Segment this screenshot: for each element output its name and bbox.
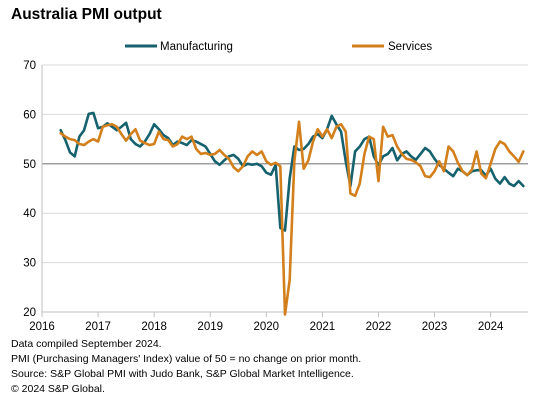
- x-tick-label-2017: 2017: [85, 321, 111, 333]
- x-tick-label-2021: 2021: [310, 321, 336, 333]
- y-tick-label-60: 60: [23, 109, 36, 121]
- x-tick-label-2016: 2016: [29, 321, 55, 333]
- y-tick-label-30: 30: [23, 258, 36, 270]
- legend-label-services: Services: [388, 41, 432, 53]
- footnote-copyright: © 2024 S&P Global.: [11, 383, 105, 395]
- footnote-data-compiled: Data compiled September 2024.: [11, 338, 162, 350]
- footnote-source: Source: S&P Global PMI with Judo Bank, S…: [11, 368, 354, 380]
- legend: Manufacturing Services: [125, 41, 432, 53]
- x-tick-label-2022: 2022: [366, 321, 392, 333]
- chart-title: Australia PMI output: [11, 6, 162, 23]
- y-tick-label-40: 40: [23, 208, 36, 220]
- series-line-manufacturing: [59, 111, 525, 232]
- footnote-pmi-definition: PMI (Purchasing Managers' Index) value o…: [11, 353, 362, 365]
- legend-label-manufacturing: Manufacturing: [160, 41, 233, 53]
- x-tick-label-2020: 2020: [254, 321, 280, 333]
- x-tick-label-2023: 2023: [422, 321, 448, 333]
- series-lines: [59, 111, 525, 316]
- x-tick-label-2019: 2019: [197, 321, 223, 333]
- axes: 20 30 40 50 60 70 2016 2017 2018 2019 2020 2021 2022…: [23, 60, 528, 333]
- y-tick-label-70: 70: [23, 60, 36, 72]
- x-tick-label-2018: 2018: [141, 321, 167, 333]
- series-line-services: [59, 120, 525, 316]
- y-tick-label-50: 50: [23, 159, 36, 171]
- y-tick-label-20: 20: [23, 307, 36, 319]
- footnotes: Data compiled September 2024. PMI (Purch…: [11, 337, 361, 397]
- x-tick-label-2024: 2024: [478, 321, 504, 333]
